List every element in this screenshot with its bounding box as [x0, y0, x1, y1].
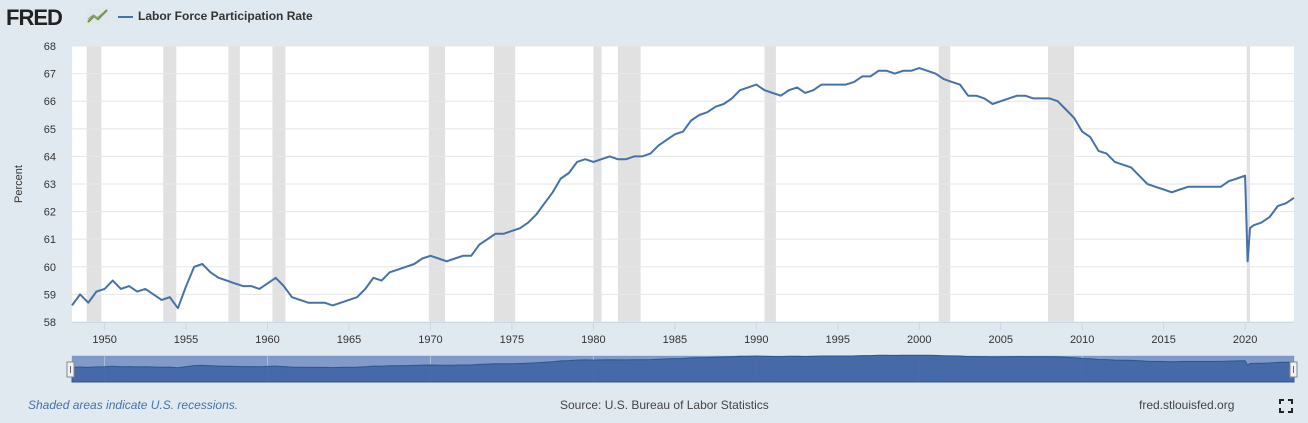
y-tick-label: 61 [44, 234, 56, 246]
site-link[interactable]: fred.stlouisfed.org [1139, 398, 1235, 412]
source-text: Source: U.S. Bureau of Labor Statistics [560, 398, 769, 412]
x-tick-label: 2000 [907, 334, 931, 346]
y-tick-label: 59 [44, 289, 56, 301]
y-axis-label: Percent [13, 165, 25, 203]
navigator-series-area [71, 354, 1295, 383]
y-tick-label: 68 [44, 41, 56, 53]
y-tick-label: 60 [44, 262, 56, 274]
x-tick-label: 2020 [1233, 334, 1257, 346]
x-tick-label: 2010 [1070, 334, 1094, 346]
x-tick-label: 1960 [255, 334, 279, 346]
fred-logo[interactable]: FRED [6, 5, 63, 30]
x-axis: 1950 1955 1960 1965 1970 1975 1980 1985 1990 1995… [72, 322, 1294, 346]
y-tick-label: 67 [44, 69, 56, 81]
x-tick-label: 1995 [826, 334, 850, 346]
y-tick-label: 58 [44, 317, 56, 329]
y-tick-label: 62 [44, 207, 56, 219]
x-tick-label: 1970 [418, 334, 442, 346]
header: FRED Labor Force Participation Rate [0, 0, 1308, 34]
legend-swatch [118, 15, 133, 18]
y-tick-label: 66 [44, 96, 56, 108]
series-line [71, 67, 1295, 310]
y-axis: 58 59 60 61 62 63 64 65 66 67 68 [44, 41, 56, 329]
y-tick-label: 63 [44, 179, 56, 191]
x-tick-label: 1990 [744, 334, 768, 346]
range-navigator[interactable]: 1950196019701980199020002010 [66, 354, 1298, 383]
x-tick-label: 1965 [337, 334, 361, 346]
recession-note: Shaded areas indicate U.S. recessions. [28, 398, 239, 412]
x-tick-label: 2015 [1151, 334, 1175, 346]
series-layer [71, 67, 1295, 310]
x-tick-label: 2005 [988, 334, 1012, 346]
fred-chart-logo-icon [86, 7, 110, 25]
y-tick-label: 64 [44, 151, 56, 163]
x-tick-label: 1955 [174, 334, 198, 346]
x-tick-label: 1950 [92, 334, 116, 346]
x-tick-label: 1975 [500, 334, 524, 346]
legend-label: Labor Force Participation Rate [138, 9, 313, 23]
fullscreen-icon[interactable] [1278, 398, 1294, 414]
x-tick-label: 1980 [581, 334, 605, 346]
legend[interactable]: Labor Force Participation Rate [118, 9, 313, 23]
x-tick-label: 1985 [663, 334, 687, 346]
y-tick-label: 65 [44, 124, 56, 136]
